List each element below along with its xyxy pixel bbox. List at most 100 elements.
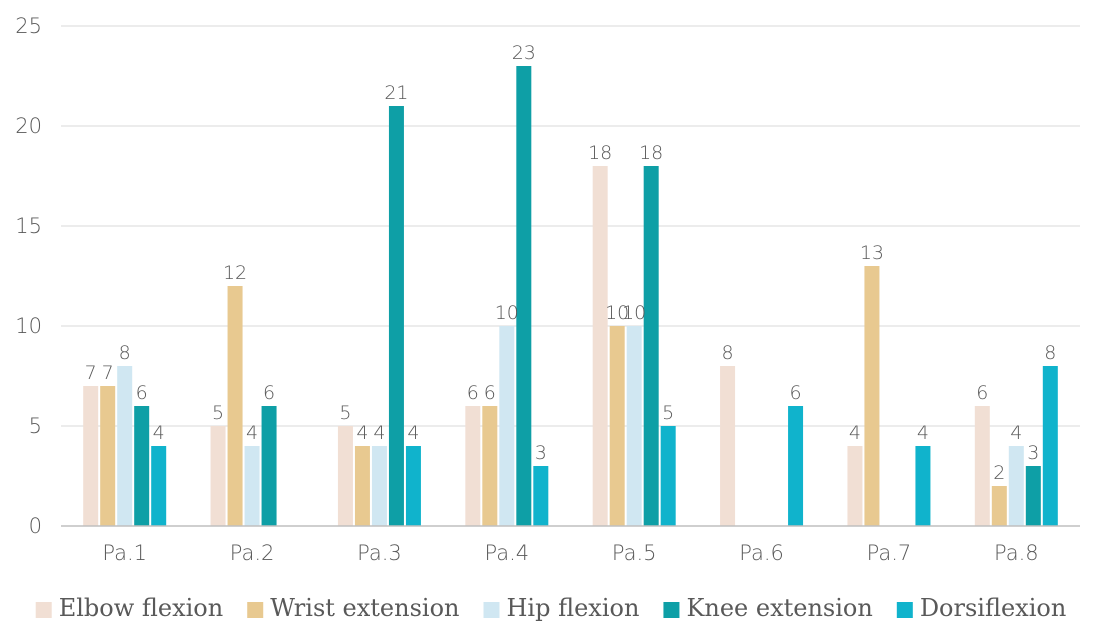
- data-label: 7: [85, 362, 97, 384]
- x-tick-label: Pa.7: [867, 541, 912, 565]
- bar: [354, 446, 370, 526]
- data-label: 4: [356, 422, 368, 444]
- bar: [720, 366, 736, 526]
- legend-item: Elbow flexion: [35, 594, 224, 622]
- data-label: 8: [722, 342, 734, 364]
- legend-swatch: [483, 602, 500, 618]
- y-axis: 0 5 10 15 20 25: [15, 14, 42, 538]
- y-tick-label: 5: [29, 414, 42, 438]
- bar: [1025, 466, 1041, 526]
- legend-label: Elbow flexion: [59, 594, 224, 622]
- data-label: 8: [1044, 342, 1056, 364]
- bar: [626, 326, 642, 526]
- bar: [371, 446, 387, 526]
- legend-item: Knee extension: [663, 594, 873, 622]
- bar: [337, 426, 353, 526]
- data-label: 4: [917, 422, 929, 444]
- data-label: 6: [136, 382, 148, 404]
- gridlines: [61, 25, 1080, 427]
- bar: [991, 486, 1007, 526]
- data-label: 6: [976, 382, 988, 404]
- bar: [847, 446, 863, 526]
- bar: [609, 326, 625, 526]
- data-label: 8: [119, 342, 131, 364]
- legend-item: Wrist extension: [247, 594, 460, 622]
- legend: Elbow flexion Wrist extension Hip flexion K…: [35, 594, 1066, 622]
- bar: [974, 406, 990, 526]
- bar: [388, 106, 404, 526]
- legend-swatch: [896, 602, 913, 618]
- bar: [516, 66, 532, 526]
- x-tick-label: Pa.2: [230, 541, 275, 565]
- data-label: 21: [384, 82, 408, 104]
- data-label: 3: [1027, 442, 1039, 464]
- data-label: 10: [622, 302, 646, 324]
- data-label: 5: [662, 402, 674, 424]
- y-tick-label: 25: [15, 14, 42, 38]
- bar: [465, 406, 481, 526]
- data-label: 4: [849, 422, 861, 444]
- data-label: 10: [495, 302, 519, 324]
- data-label: 6: [484, 382, 496, 404]
- data-label: 12: [223, 262, 247, 284]
- legend-label: Dorsiflexion: [920, 594, 1066, 622]
- data-label: 4: [407, 422, 419, 444]
- bars: [83, 66, 1058, 526]
- data-label: 5: [212, 402, 224, 424]
- legend-swatch: [35, 602, 52, 618]
- bar: [660, 426, 676, 526]
- data-label: 10: [605, 302, 629, 324]
- bar: [210, 426, 226, 526]
- data-label: 4: [1010, 422, 1022, 444]
- bar: [83, 386, 99, 526]
- data-label: 2: [993, 462, 1005, 484]
- data-label: 4: [246, 422, 258, 444]
- bar: [643, 166, 659, 526]
- x-tick-label: Pa.8: [994, 541, 1039, 565]
- bar: [533, 466, 549, 526]
- legend-label: Hip flexion: [507, 594, 640, 622]
- data-label: 6: [467, 382, 479, 404]
- data-label: 3: [535, 442, 547, 464]
- legend-item: Hip flexion: [483, 594, 640, 622]
- x-tick-label: Pa.4: [485, 541, 530, 565]
- bar: [405, 446, 421, 526]
- data-label: 6: [790, 382, 802, 404]
- legend-label: Wrist extension: [270, 594, 459, 622]
- x-tick-label: Pa.1: [102, 541, 147, 565]
- y-tick-label: 20: [15, 114, 42, 138]
- y-tick-label: 10: [15, 314, 42, 338]
- y-tick-label: 0: [29, 514, 42, 538]
- data-label: 23: [512, 42, 536, 64]
- legend-item: Dorsiflexion: [896, 594, 1066, 622]
- x-axis: Pa.1 Pa.2 Pa.3 Pa.4 Pa.5 Pa.6 Pa.7 Pa.8: [61, 525, 1080, 565]
- bar: [788, 406, 804, 526]
- bar: [915, 446, 931, 526]
- bar: [227, 286, 243, 526]
- bar: [1042, 366, 1058, 526]
- bar: [117, 366, 133, 526]
- x-tick-label: Pa.5: [612, 541, 657, 565]
- bar: [592, 166, 608, 526]
- bar: [261, 406, 277, 526]
- bar: [244, 446, 260, 526]
- bar: [100, 386, 116, 526]
- legend-swatch: [247, 602, 264, 618]
- data-label: 4: [373, 422, 385, 444]
- bar: [864, 266, 880, 526]
- data-label: 18: [588, 142, 612, 164]
- data-label: 13: [860, 242, 884, 264]
- data-label: 6: [263, 382, 275, 404]
- bar: [482, 406, 498, 526]
- x-tick-label: Pa.6: [739, 541, 784, 565]
- y-tick-label: 15: [15, 214, 42, 238]
- bar: [134, 406, 150, 526]
- x-tick-label: Pa.3: [357, 541, 402, 565]
- data-label: 7: [102, 362, 114, 384]
- bar: [1008, 446, 1024, 526]
- data-label: 18: [639, 142, 663, 164]
- bar: [151, 446, 167, 526]
- legend-swatch: [663, 602, 680, 618]
